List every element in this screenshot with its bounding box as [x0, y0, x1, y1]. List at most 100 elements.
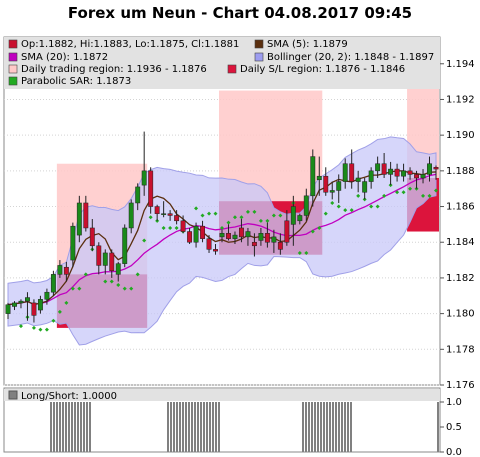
sar-dot	[323, 211, 328, 216]
long-short-bar	[308, 402, 310, 452]
y-tick-label: 1.182	[446, 273, 475, 284]
candle-body	[206, 238, 212, 250]
candle-body	[193, 225, 199, 243]
long-short-bar	[338, 402, 340, 452]
long-short-bar	[89, 402, 91, 452]
candle-body	[63, 266, 69, 275]
candle-body	[141, 170, 147, 186]
sar-dot	[213, 211, 218, 216]
candle-body	[362, 181, 368, 193]
ls-tick-label: 1.0	[446, 397, 462, 408]
sar-dot	[226, 220, 231, 225]
candle-body	[76, 202, 82, 236]
candle-body	[258, 233, 264, 241]
candle-body	[420, 174, 426, 179]
sar-dot	[336, 204, 341, 209]
candle-body	[180, 220, 186, 232]
legend-label: Bollinger (20, 2): 1.1848 - 1.1897	[267, 52, 434, 63]
sar-dot	[77, 286, 82, 291]
candle-body	[174, 215, 180, 222]
y-tick-label: 1.188	[446, 166, 475, 177]
candle-body	[245, 231, 251, 238]
long-short-bar	[215, 402, 217, 452]
long-short-swatch	[8, 390, 18, 400]
long-short-bar	[341, 402, 343, 452]
candle-body	[128, 202, 134, 229]
long-short-bar	[50, 402, 52, 452]
sar-dot	[434, 188, 438, 193]
sar-dot	[103, 279, 108, 284]
candle-body	[329, 190, 335, 193]
y-tick-label: 1.186	[446, 202, 475, 213]
long-short-bar	[182, 402, 184, 452]
sar-dot	[252, 209, 257, 214]
long-short-bar	[326, 402, 328, 452]
ls-tick-label: 0.5	[446, 422, 462, 433]
sar-dot	[161, 225, 166, 230]
sar-dot	[395, 190, 400, 195]
candle-body	[375, 163, 381, 172]
sar-dot	[200, 213, 205, 218]
candle-body	[109, 252, 115, 272]
y-tick-label: 1.190	[446, 130, 475, 141]
candle-body	[161, 213, 167, 215]
chart-title: Forex um Neun - Chart 04.08.2017 09:45	[68, 4, 412, 22]
sar-dot	[174, 225, 179, 230]
candle-body	[368, 170, 374, 182]
sar-dot	[44, 327, 49, 332]
candle-body	[401, 170, 407, 177]
long-short-bar	[305, 402, 307, 452]
legend-box	[4, 37, 440, 89]
long-short-bar	[176, 402, 178, 452]
candle-body	[57, 265, 63, 275]
long-short-bar	[86, 402, 88, 452]
legend-label: Op:1.1882, Hi:1.1883, Lo:1.1875, Cl:1.18…	[21, 39, 239, 50]
long-short-bar	[53, 402, 55, 452]
sar-dot	[220, 225, 224, 230]
legend-label: Daily S/L region: 1.1876 - 1.1846	[240, 64, 405, 75]
long-short-bar	[173, 402, 175, 452]
candle-body	[316, 175, 322, 181]
sar-dot	[142, 238, 147, 243]
long-short-legend-bg	[4, 389, 440, 401]
sar-dot	[297, 250, 302, 255]
legend-label: Parabolic SAR: 1.1873	[21, 76, 131, 87]
candle-body	[219, 233, 225, 238]
candle-body	[427, 163, 432, 175]
long-short-bar	[83, 402, 85, 452]
long-short-bar	[206, 402, 208, 452]
long-short-bar	[74, 402, 76, 452]
y-axis: 1.194 1.192 1.190 1.188 1.186 1.184 1.182 1.180…	[440, 59, 475, 391]
candle-body	[239, 227, 244, 238]
candle-body	[303, 195, 309, 216]
long-short-axis: 1.0 0.5 0.0	[440, 397, 462, 457]
y-tick-label: 1.178	[446, 344, 475, 355]
sar-dot	[168, 225, 173, 230]
candle-body	[44, 291, 50, 300]
candle-body	[154, 206, 160, 214]
long-short-bar	[218, 402, 220, 452]
sar-dot	[304, 250, 309, 255]
sar-dot	[343, 208, 348, 213]
candle-body	[394, 168, 400, 177]
candle-body	[89, 227, 95, 247]
sar-dot	[70, 286, 75, 291]
sar-dot	[31, 325, 36, 330]
sar-dot	[382, 193, 387, 198]
long-short-bar	[179, 402, 181, 452]
long-short-bar	[59, 402, 61, 452]
sar-dot	[265, 218, 270, 223]
sar-dot	[369, 204, 374, 209]
long-short-bar	[56, 402, 58, 452]
long-short-label: Long/Short: 1.0000	[21, 391, 117, 402]
candle-body	[200, 225, 205, 239]
legend: Op:1.1882, Hi:1.1883, Lo:1.1875, Cl:1.18…	[8, 39, 434, 87]
y-tick-label: 1.194	[446, 59, 475, 70]
candle-body	[122, 227, 128, 264]
candle-body	[433, 167, 439, 170]
candle-body	[167, 213, 173, 216]
long-short-bar	[317, 402, 319, 452]
sar-dot	[51, 318, 56, 323]
long-short-bar	[329, 402, 331, 452]
